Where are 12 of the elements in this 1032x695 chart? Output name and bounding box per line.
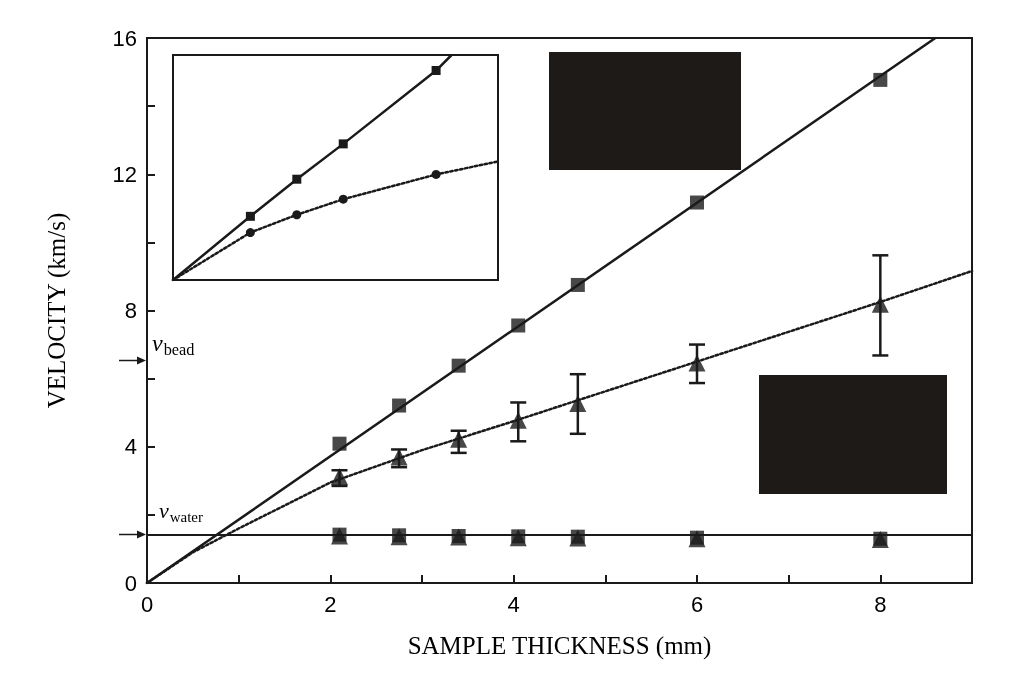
y-tick-label: 16 (112, 25, 137, 51)
y-tick-label: 12 (112, 161, 137, 187)
x-tick-label: 2 (324, 591, 337, 617)
x-tick-label: 8 (874, 591, 887, 617)
y-tick-label: 4 (124, 434, 137, 460)
y-tick-label: 8 (124, 298, 137, 323)
y-axis-title: VELOCITY (km/s) (43, 212, 71, 409)
x-tick-label: 0 (140, 591, 154, 617)
y-tick-label: 0 (124, 570, 137, 596)
x-tick-label: 6 (690, 591, 704, 617)
x-axis-title: SAMPLE THICKNESS (mm) (407, 632, 712, 660)
x-tick-label: 4 (507, 591, 520, 617)
